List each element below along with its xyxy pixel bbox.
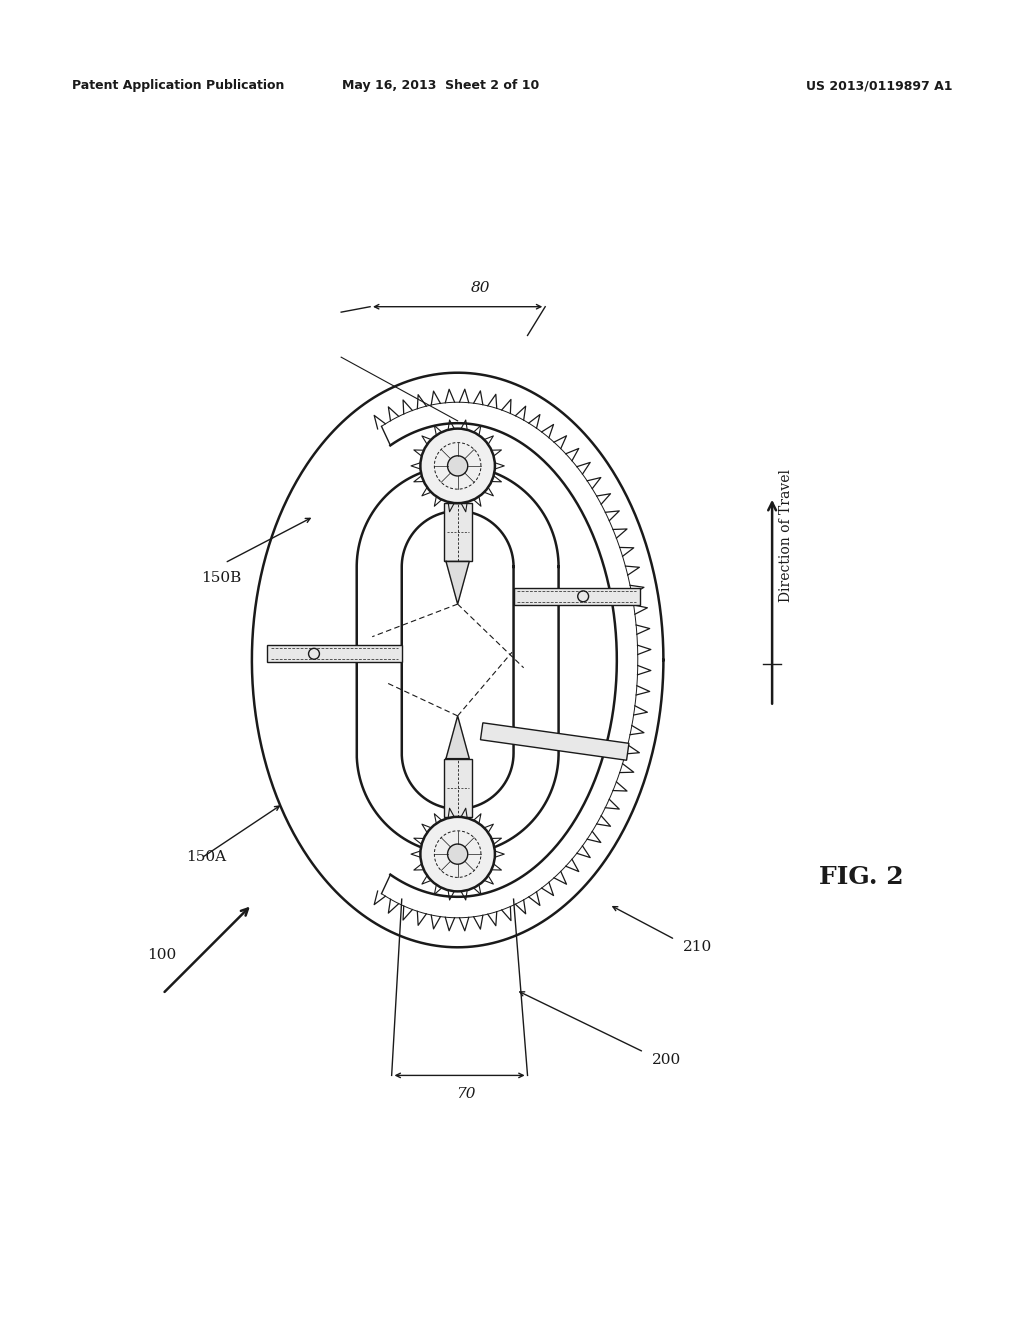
Text: 150A: 150A — [186, 850, 226, 865]
Circle shape — [447, 843, 468, 865]
Polygon shape — [446, 561, 469, 605]
Text: 100: 100 — [147, 948, 176, 962]
Bar — [443, 759, 472, 817]
Text: 70: 70 — [456, 1088, 475, 1101]
Text: FIG. 2: FIG. 2 — [819, 866, 904, 890]
Text: Direction of Travel: Direction of Travel — [779, 469, 794, 602]
Text: May 16, 2013  Sheet 2 of 10: May 16, 2013 Sheet 2 of 10 — [342, 79, 539, 92]
Text: 80: 80 — [471, 281, 490, 296]
Bar — [514, 587, 640, 605]
Text: 150B: 150B — [202, 570, 242, 585]
Circle shape — [447, 455, 468, 477]
Text: US 2013/0119897 A1: US 2013/0119897 A1 — [806, 79, 952, 92]
Text: 200: 200 — [651, 1053, 681, 1067]
Bar — [443, 503, 472, 561]
Circle shape — [421, 429, 495, 503]
Polygon shape — [446, 715, 469, 759]
Text: 210: 210 — [683, 940, 712, 954]
Bar — [267, 645, 401, 663]
Bar — [480, 723, 629, 760]
Circle shape — [421, 817, 495, 891]
Text: Patent Application Publication: Patent Application Publication — [72, 79, 284, 92]
